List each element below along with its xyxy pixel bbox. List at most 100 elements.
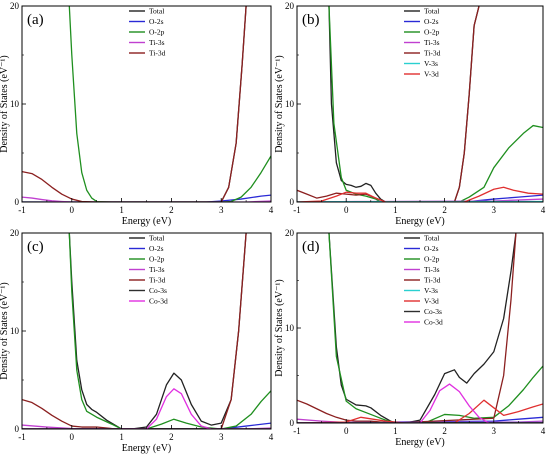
legend-entry: O-2s [424, 244, 439, 253]
plot-frame [22, 233, 271, 429]
x-tick-label: -1 [293, 426, 301, 436]
series-group [297, 233, 543, 423]
y-tick-label: 0 [290, 418, 295, 428]
legend-entry: Ti-3d [149, 276, 166, 285]
plot-frame [22, 6, 271, 202]
series-line-total [329, 233, 516, 423]
x-axis-label: Energy (eV) [122, 216, 172, 227]
series-line-co-3d [22, 389, 271, 429]
plot-frame [297, 6, 543, 202]
x-tick-label: 3 [492, 426, 497, 436]
legend-entry: Ti-3d [149, 49, 166, 58]
panel-label: (a) [27, 12, 44, 28]
legend-entry: V-3d [424, 70, 439, 79]
plot-frame [297, 233, 543, 423]
legend-entry: V-3s [424, 59, 438, 68]
x-tick-label: 3 [219, 432, 224, 442]
series-line-ti-3d [297, 233, 516, 423]
x-tick-label: 4 [269, 432, 274, 442]
legend-entry: Ti-3s [149, 38, 165, 47]
y-tick-label: 20 [10, 228, 20, 238]
series-line-total [22, 6, 246, 202]
legend-entry: Co-3s [424, 307, 442, 316]
series-line-total [329, 6, 479, 202]
legend-entry: V-3s [424, 286, 438, 295]
y-tick-label: 10 [285, 323, 295, 333]
legend-entry: O-2s [149, 17, 164, 26]
x-axis-label: Energy (eV) [122, 443, 172, 454]
x-tick-label: 4 [541, 426, 546, 436]
x-tick-label: 1 [393, 426, 398, 436]
x-tick-label: 4 [269, 205, 274, 215]
x-tick-label: -1 [293, 205, 301, 215]
legend-entry: O-2p [424, 28, 440, 37]
legend-entry: Ti-3d [424, 276, 441, 285]
y-axis-label: Density of States (eV⁻¹) [274, 279, 285, 376]
legend-entry: Co-3d [424, 318, 443, 327]
y-axis-label: Density of States (eV⁻¹) [274, 55, 285, 152]
series-line-ti-3d [297, 6, 479, 202]
series-line-o-2p [69, 233, 271, 429]
y-tick-label: 0 [15, 197, 20, 207]
panel-label: (c) [27, 239, 44, 255]
y-tick-label: 0 [290, 197, 295, 207]
panel-label: (d) [302, 239, 320, 255]
x-tick-label: 0 [344, 426, 349, 436]
x-tick-label: 2 [442, 426, 447, 436]
legend-entry: V-3d [424, 297, 439, 306]
x-axis-label: Energy (eV) [395, 216, 445, 227]
x-tick-label: 4 [541, 205, 546, 215]
x-tick-label: 3 [492, 205, 497, 215]
series-line-v-3d [297, 187, 543, 202]
legend-entry: Ti-3d [424, 49, 441, 58]
legend-entry: Ti-3s [149, 265, 165, 274]
legend-entry: Total [149, 7, 164, 16]
legend-entry: Total [424, 234, 439, 243]
x-axis-label: Energy (eV) [395, 437, 445, 448]
y-axis-label: Density of States (eV⁻¹) [0, 282, 10, 379]
legend-entry: Co-3d [149, 297, 168, 306]
series-line-co-3d [297, 384, 543, 423]
legend-entry: O-2p [149, 28, 165, 37]
x-tick-label: 3 [219, 205, 224, 215]
x-tick-label: -1 [18, 205, 26, 215]
x-tick-label: 0 [70, 432, 75, 442]
legend-entry: Ti-3s [424, 265, 440, 274]
legend-entry: Ti-3s [424, 38, 440, 47]
x-tick-label: 1 [393, 205, 398, 215]
y-axis-label: Density of States (eV⁻¹) [0, 55, 10, 152]
series-group [297, 6, 543, 202]
legend-entry: O-2p [424, 255, 440, 264]
y-tick-label: 10 [285, 99, 295, 109]
legend-entry: Total [149, 234, 164, 243]
legend-entry: O-2p [149, 255, 165, 264]
y-tick-label: 20 [285, 1, 295, 11]
panel-label: (b) [302, 12, 320, 28]
x-tick-label: 1 [119, 205, 124, 215]
x-tick-label: 1 [119, 432, 124, 442]
x-tick-label: 0 [70, 205, 75, 215]
legend-entry: O-2s [424, 17, 439, 26]
legend-entry: Total [424, 7, 439, 16]
x-tick-label: 2 [169, 432, 174, 442]
y-tick-label: 10 [10, 326, 20, 336]
series-line-o-2p [69, 6, 271, 202]
legend-entry: Co-3s [149, 286, 167, 295]
series-group [22, 6, 271, 202]
y-tick-label: 10 [10, 99, 20, 109]
y-tick-label: 20 [10, 1, 20, 11]
x-tick-label: 2 [169, 205, 174, 215]
x-tick-label: 2 [442, 205, 447, 215]
series-line-ti-3d [22, 233, 246, 429]
x-tick-label: 0 [344, 205, 349, 215]
y-tick-label: 20 [285, 228, 295, 238]
